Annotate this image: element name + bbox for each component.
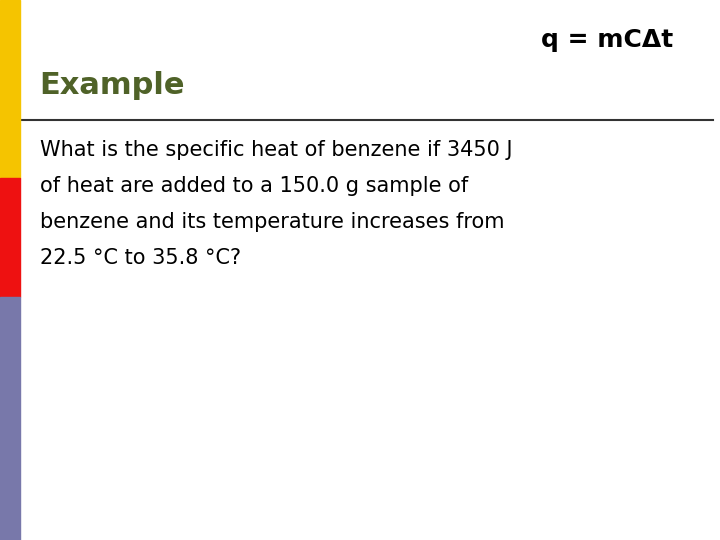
Text: q = mCΔt: q = mCΔt — [541, 28, 673, 52]
Text: of heat are added to a 150.0 g sample of: of heat are added to a 150.0 g sample of — [40, 176, 468, 196]
Text: 22.5 °C to 35.8 °C?: 22.5 °C to 35.8 °C? — [40, 248, 240, 268]
Text: What is the specific heat of benzene if 3450 J: What is the specific heat of benzene if … — [40, 140, 512, 160]
Bar — [0, 297, 20, 540]
Text: Example: Example — [40, 71, 185, 99]
Text: benzene and its temperature increases from: benzene and its temperature increases fr… — [40, 212, 504, 232]
Bar — [0, 178, 20, 297]
Bar — [0, 0, 20, 178]
